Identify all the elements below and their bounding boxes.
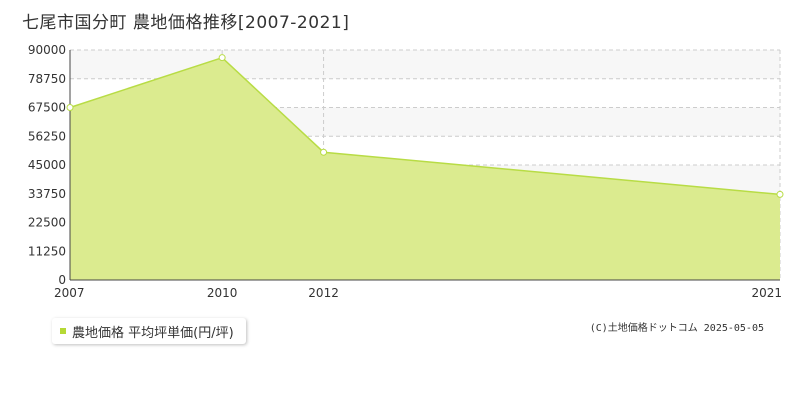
legend: 農地価格 平均坪単価(円/坪) xyxy=(52,318,246,344)
data-point xyxy=(66,104,74,111)
y-tick-label: 11250 xyxy=(28,244,66,258)
series-area xyxy=(70,57,780,280)
data-points xyxy=(66,54,784,198)
y-tick-labels: 0 11250 22500 33750 45000 56250 67500 78750 9000… xyxy=(28,43,66,287)
legend-swatch xyxy=(60,328,66,334)
y-tick-label: 90000 xyxy=(28,43,66,57)
x-tick-label: 2007 xyxy=(54,286,85,300)
legend-label: 農地価格 平均坪単価(円/坪) xyxy=(72,325,234,341)
axes xyxy=(69,50,780,281)
y-tick-label: 33750 xyxy=(28,187,66,201)
chart-title: 七尾市国分町 農地価格推移[2007-2021] xyxy=(22,13,350,33)
data-point xyxy=(776,190,784,198)
y-tick-label: 22500 xyxy=(28,216,66,230)
copyright-text: (C)土地価格ドットコム 2025-05-05 xyxy=(589,323,764,334)
x-tick-label: 2010 xyxy=(207,286,238,300)
x-tick-labels: 2007 2010 2012 2021 xyxy=(54,286,782,300)
x-tick-label: 2021 xyxy=(751,286,782,300)
y-tick-label: 78750 xyxy=(28,72,66,86)
y-tick-label: 45000 xyxy=(28,158,66,172)
data-point xyxy=(320,148,328,156)
y-tick-label: 67500 xyxy=(28,101,66,115)
x-tick-label: 2012 xyxy=(308,286,339,300)
data-point xyxy=(218,54,226,62)
y-tick-label: 56250 xyxy=(28,129,66,143)
series-line xyxy=(69,56,781,196)
y-tick-label: 0 xyxy=(58,273,66,287)
